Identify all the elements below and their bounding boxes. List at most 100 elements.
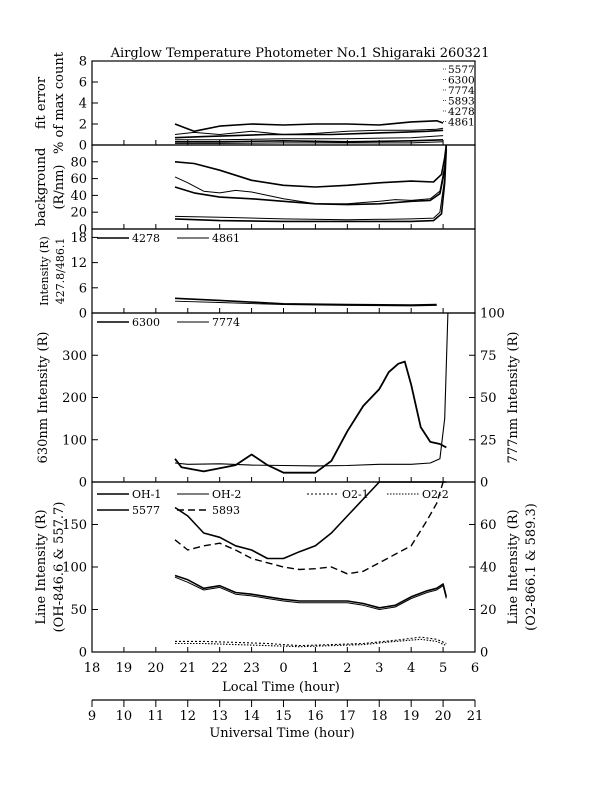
ut-tick-label: 9 — [88, 709, 96, 724]
ut-tick-label: 19 — [403, 709, 420, 724]
ut-tick-label: 20 — [435, 709, 452, 724]
ut-tick-label: 16 — [307, 709, 324, 724]
y-axis-label: (OH-846.6 & 557.7) — [52, 502, 67, 633]
y-axis-label: Line Intensity (R) — [34, 509, 49, 624]
series-line-6300 — [174, 360, 447, 474]
series-line-4278 — [174, 297, 437, 306]
ut-tick-label: 21 — [467, 709, 484, 724]
ut-axis-label: Universal Time (hour) — [209, 726, 354, 741]
y-tick-label: 0 — [79, 646, 87, 661]
annotation-label: 4278 — [448, 106, 475, 118]
y-right-tick-label: 75 — [480, 349, 497, 364]
y-right-tick-label: 20 — [480, 603, 497, 618]
y-right-axis-label: 777nm Intensity (R) — [506, 332, 521, 464]
local-time-tick-label: 20 — [148, 661, 165, 676]
y-tick-label: 0 — [79, 223, 87, 238]
local-time-tick-label: 1 — [311, 661, 319, 676]
series-line-OH-2 — [174, 576, 447, 610]
series-line — [174, 144, 448, 188]
y-right-tick-label: 0 — [480, 476, 488, 491]
series-line — [174, 127, 444, 135]
panel-frame — [91, 312, 476, 483]
y-axis-label: fit error — [34, 76, 49, 129]
figure-title: Airglow Temperature Photometer No.1 Shig… — [110, 46, 490, 61]
series-line — [175, 135, 444, 141]
ut-tick-label: 11 — [148, 709, 165, 724]
y-right-tick-label: 40 — [480, 561, 497, 576]
series-line — [174, 120, 444, 133]
local-time-tick-label: 19 — [116, 661, 133, 676]
series-line-5577 — [174, 481, 447, 560]
ut-tick-label: 17 — [339, 709, 356, 724]
ut-tick-label: 14 — [243, 709, 260, 724]
local-time-tick-label: 0 — [279, 661, 287, 676]
series-line — [175, 141, 444, 144]
local-time-tick-label: 6 — [471, 661, 479, 676]
local-time-tick-label: 23 — [243, 661, 260, 676]
y-right-tick-label: 50 — [480, 391, 497, 406]
y-right-tick-label: 100 — [480, 307, 505, 322]
series-line-O2-1 — [175, 636, 447, 647]
local-time-tick-label: 21 — [179, 661, 196, 676]
annotation-label: 4861 — [448, 117, 475, 129]
y-right-tick-label: 0 — [480, 646, 488, 661]
annotation-label: 5577 — [448, 64, 475, 76]
annotation-label: 5893 — [448, 96, 475, 108]
y-tick-label: 4 — [79, 97, 87, 112]
y-tick-label: 12 — [70, 256, 87, 271]
local-time-tick-label: 2 — [343, 661, 351, 676]
panel-fit-error: 0 2 4 6 8 fit error% of max count 557763007774… — [34, 51, 476, 154]
series-line-OH-1 — [174, 574, 448, 609]
panel-oi-red-ir: 0 100 200 300 0 25 50 75 100 630nm Intensity (R) 7… — [36, 307, 521, 491]
y-axis-label: (R/nm) — [52, 164, 67, 209]
y-axis-label: 630nm Intensity (R) — [36, 332, 51, 464]
y-tick-label: 300 — [62, 349, 87, 364]
legend-label: 4861 — [212, 232, 240, 245]
y-tick-label: 6 — [79, 281, 87, 296]
legend-label: O2-2 — [422, 488, 449, 501]
series-line — [174, 144, 448, 206]
y-right-axis-label: (O2-866.1 & 589.3) — [524, 503, 539, 631]
y-tick-label: 6 — [79, 76, 87, 91]
y-tick-label: 40 — [70, 189, 87, 204]
y-axis-label: background — [34, 148, 49, 227]
legend-label: 5577 — [132, 504, 160, 517]
y-tick-label: 20 — [70, 206, 87, 221]
legend-label: 7774 — [212, 316, 240, 329]
y-tick-label: 150 — [62, 518, 87, 533]
legend-label: 4278 — [132, 232, 160, 245]
y-tick-label: 50 — [70, 603, 87, 618]
y-tick-label: 18 — [70, 231, 87, 246]
series-line-5893 — [174, 481, 447, 575]
y-axis-label: Intensity (R) — [38, 236, 51, 306]
series-line — [174, 149, 448, 223]
y-tick-label: 2 — [79, 118, 87, 133]
y-right-tick-label: 60 — [480, 518, 497, 533]
annotation-label: 6300 — [448, 75, 475, 87]
y-tick-label: 0 — [79, 139, 87, 154]
y-tick-label: 0 — [79, 476, 87, 491]
y-right-tick-label: 25 — [480, 433, 497, 448]
panel-blue-intensity: 0 6 12 18 Intensity (R) 427.8/486.1 4278 4861 — [38, 228, 476, 322]
legend-label: O2-1 — [342, 488, 369, 501]
y-tick-label: 80 — [70, 155, 87, 170]
legend-label: OH-2 — [212, 488, 241, 501]
legend-label: OH-1 — [132, 488, 161, 501]
legend-label: 5893 — [212, 504, 240, 517]
series-line — [174, 144, 447, 205]
panel-background: 0 20 40 60 80 background (R/nm) — [34, 144, 476, 238]
series-line — [174, 129, 444, 139]
y-tick-label: 60 — [70, 172, 87, 187]
local-time-tick-label: 5 — [439, 661, 447, 676]
legend-label: 6300 — [132, 316, 160, 329]
series-line-7774 — [174, 312, 449, 467]
series-line-O2-2 — [175, 638, 447, 648]
ut-tick-label: 15 — [275, 709, 292, 724]
local-time-tick-label: 4 — [407, 661, 415, 676]
local-time-tick-label: 22 — [211, 661, 228, 676]
ut-tick-label: 18 — [371, 709, 388, 724]
panel-frame — [91, 144, 476, 230]
